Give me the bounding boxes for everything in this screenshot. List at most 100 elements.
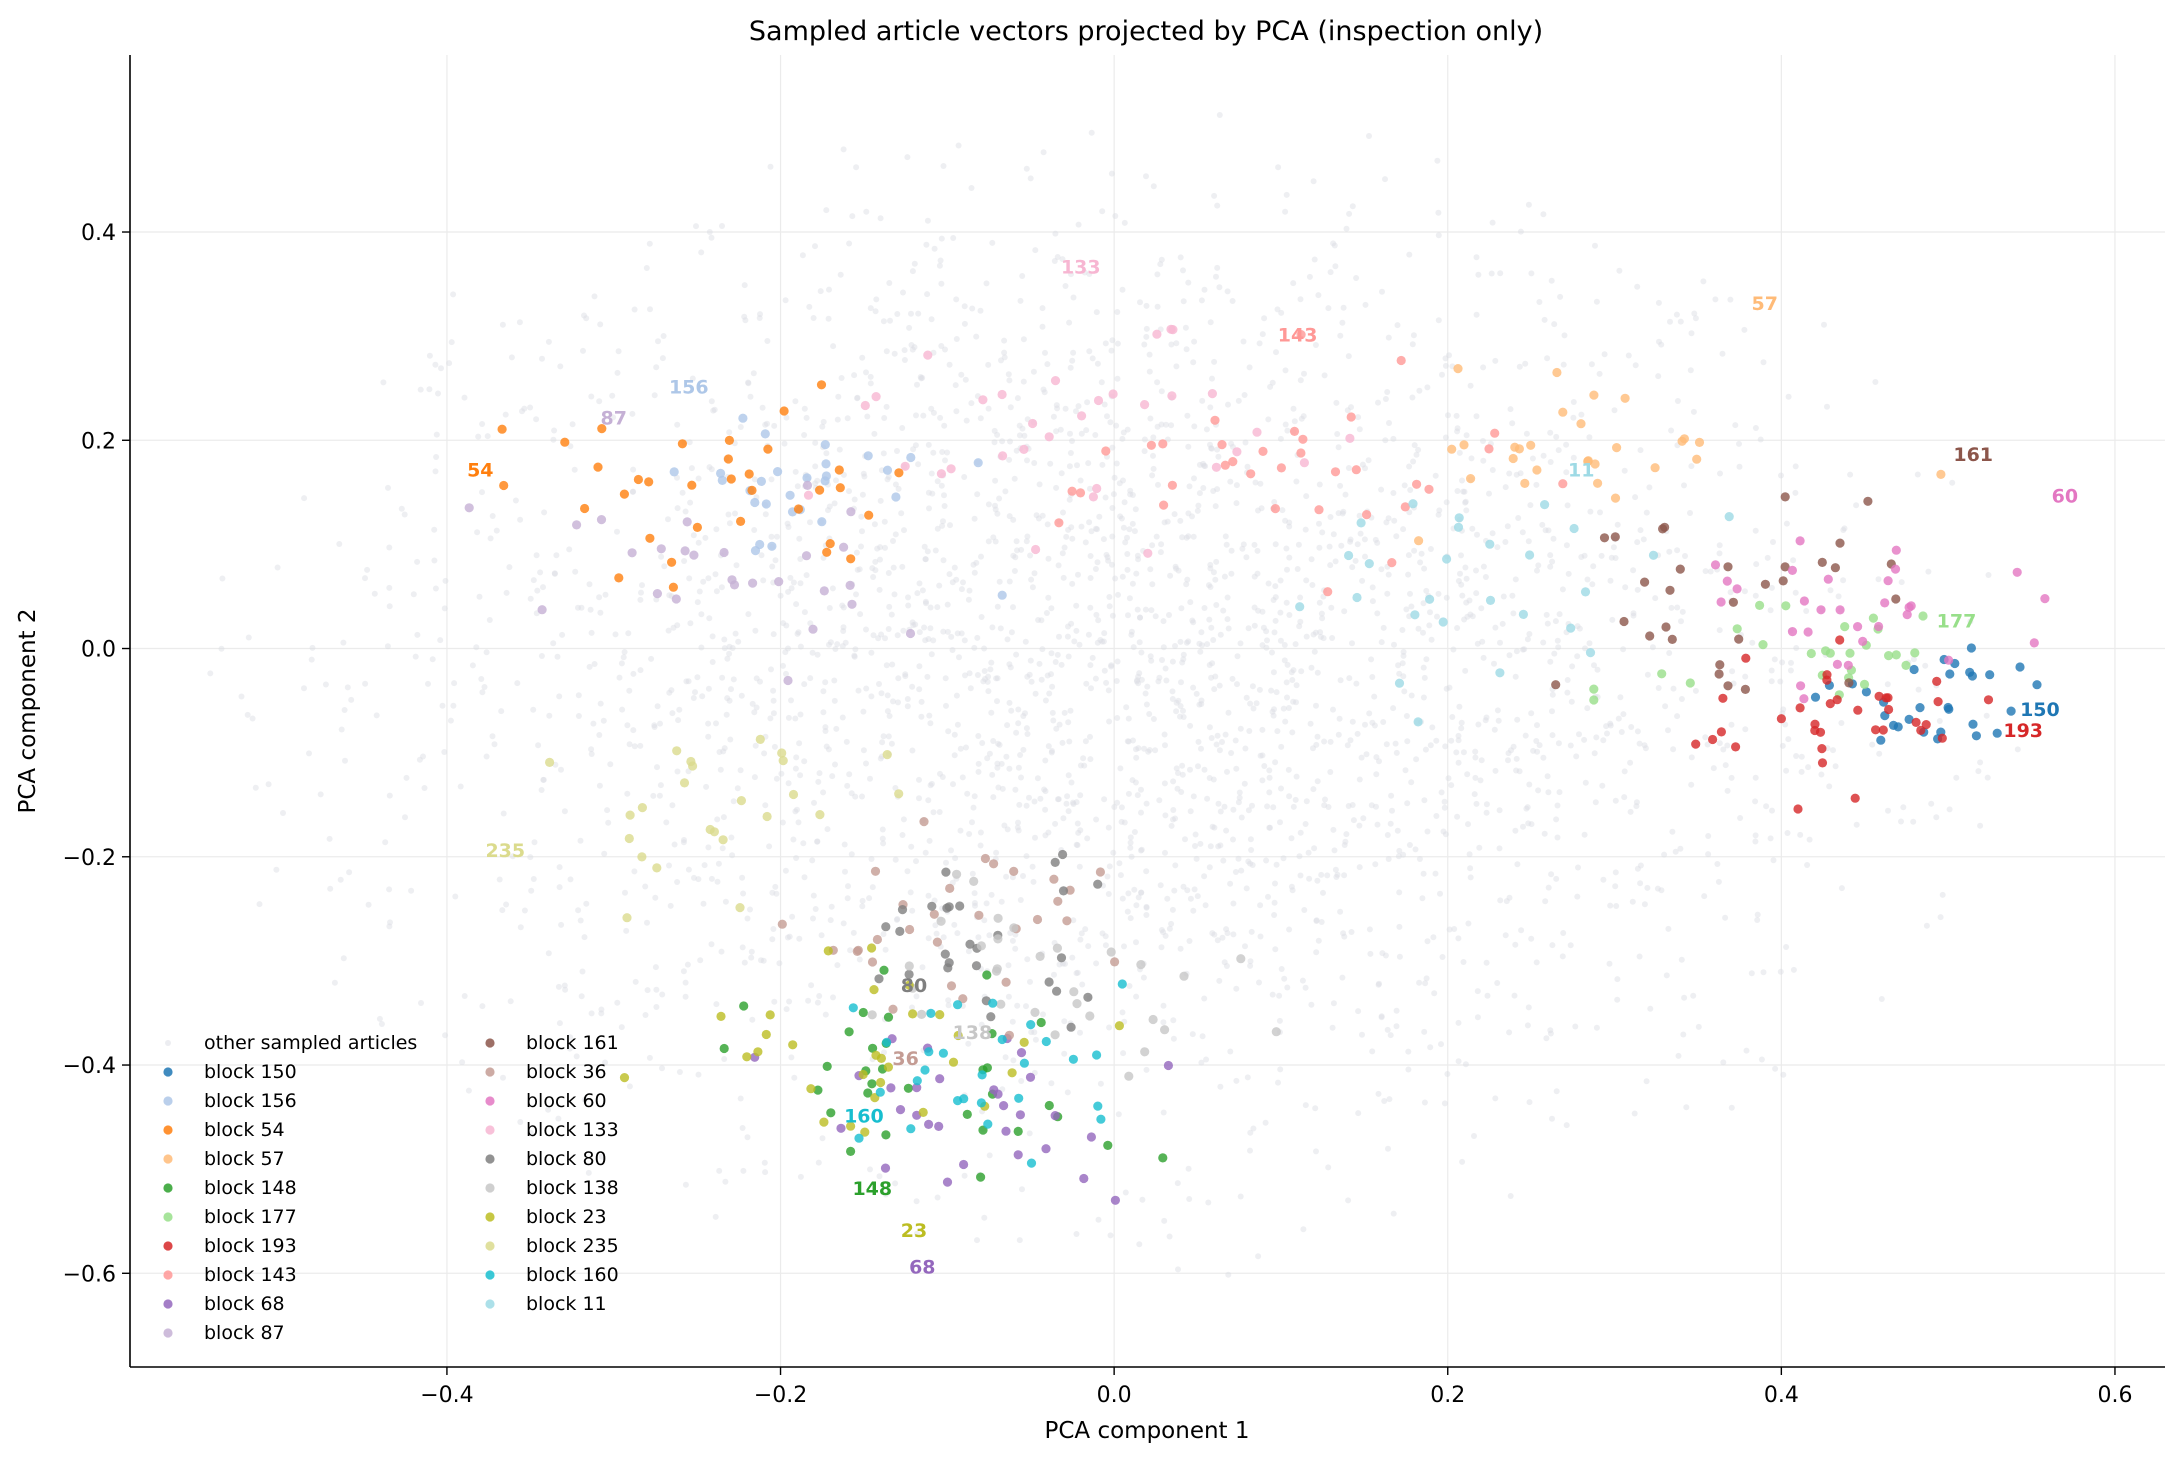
background-point — [1523, 805, 1530, 812]
background-point — [953, 336, 960, 342]
background-point — [1008, 629, 1015, 636]
background-point — [1419, 895, 1426, 902]
background-point — [507, 998, 514, 1005]
background-point — [540, 776, 547, 783]
background-point — [1144, 683, 1151, 690]
background-point — [751, 709, 758, 716]
background-point — [880, 840, 887, 847]
series-point — [905, 628, 916, 639]
background-point — [1001, 337, 1008, 344]
background-point — [588, 746, 595, 753]
background-point — [1100, 638, 1107, 645]
background-point — [705, 733, 712, 740]
background-point — [587, 606, 594, 613]
background-point — [1178, 789, 1185, 795]
background-point — [971, 900, 978, 906]
series-point — [1724, 511, 1734, 522]
series-point — [2029, 638, 2039, 648]
background-point — [624, 790, 631, 797]
background-point — [890, 564, 897, 571]
background-point — [1277, 435, 1284, 442]
background-point — [1247, 962, 1254, 969]
background-point — [675, 717, 682, 724]
background-point — [1293, 478, 1300, 485]
background-point — [1320, 889, 1326, 896]
background-point — [1086, 271, 1093, 277]
series-point — [1758, 640, 1768, 650]
background-point — [937, 770, 943, 777]
background-point — [1160, 644, 1167, 651]
background-point — [1554, 834, 1561, 841]
background-point — [937, 414, 944, 421]
background-point — [1655, 373, 1662, 380]
background-point — [1198, 745, 1204, 752]
background-point — [1678, 618, 1684, 625]
series-point — [875, 1087, 885, 1097]
cluster-label: 60 — [2052, 486, 2078, 508]
background-point — [884, 692, 891, 699]
background-point — [979, 740, 986, 746]
background-point — [1190, 533, 1197, 540]
background-point — [919, 587, 926, 594]
background-point — [730, 798, 737, 805]
background-point — [831, 697, 838, 704]
background-point — [643, 265, 650, 271]
series-point — [1734, 634, 1744, 644]
background-point — [1540, 211, 1547, 218]
background-point — [1208, 674, 1215, 681]
background-point — [1049, 709, 1056, 716]
background-point — [721, 745, 728, 752]
series-point — [867, 1010, 877, 1020]
background-point — [1133, 754, 1140, 761]
background-point — [1421, 674, 1428, 681]
background-point — [1320, 635, 1327, 642]
background-point — [1627, 808, 1634, 815]
background-point — [1013, 651, 1020, 658]
background-point — [1373, 803, 1379, 810]
background-point — [1108, 662, 1115, 669]
background-point — [207, 670, 214, 677]
series-point — [834, 465, 844, 475]
background-point — [1373, 754, 1380, 761]
background-point — [1438, 789, 1445, 796]
background-point — [1211, 931, 1218, 938]
background-point — [934, 604, 941, 611]
background-point — [1225, 1271, 1232, 1278]
series-point — [724, 435, 735, 445]
background-point — [1752, 774, 1759, 781]
series-point — [821, 459, 831, 469]
series-point — [1843, 660, 1853, 670]
background-point — [834, 416, 841, 423]
background-point — [1048, 650, 1055, 657]
background-point — [1483, 714, 1490, 721]
background-point — [1315, 292, 1322, 299]
background-point — [762, 421, 769, 428]
legend-marker — [485, 1183, 495, 1193]
series-point — [879, 965, 889, 975]
x-ticks: −0.4 −0.2 0.0 0.2 0.4 0.6 — [420, 1367, 2132, 1408]
background-point — [1431, 990, 1438, 997]
background-point — [1245, 625, 1252, 632]
background-point — [1333, 874, 1340, 880]
background-point — [1332, 866, 1339, 873]
background-point — [1818, 771, 1825, 778]
background-point — [1245, 807, 1252, 814]
background-point — [1031, 460, 1038, 466]
series-point — [1714, 669, 1724, 679]
series-point — [644, 477, 654, 487]
background-point — [1108, 347, 1115, 354]
series-point — [1323, 587, 1333, 597]
series-point — [801, 551, 812, 561]
background-point — [557, 363, 564, 370]
background-point — [1085, 631, 1092, 638]
background-point — [1228, 750, 1235, 756]
background-point — [1178, 605, 1185, 612]
series-point — [835, 483, 845, 493]
background-point — [1768, 667, 1775, 674]
background-point — [1289, 729, 1296, 736]
series-point — [1030, 1007, 1040, 1018]
background-point — [1553, 816, 1560, 823]
background-point — [1215, 453, 1222, 460]
background-point — [484, 433, 491, 440]
background-point — [1439, 954, 1446, 960]
